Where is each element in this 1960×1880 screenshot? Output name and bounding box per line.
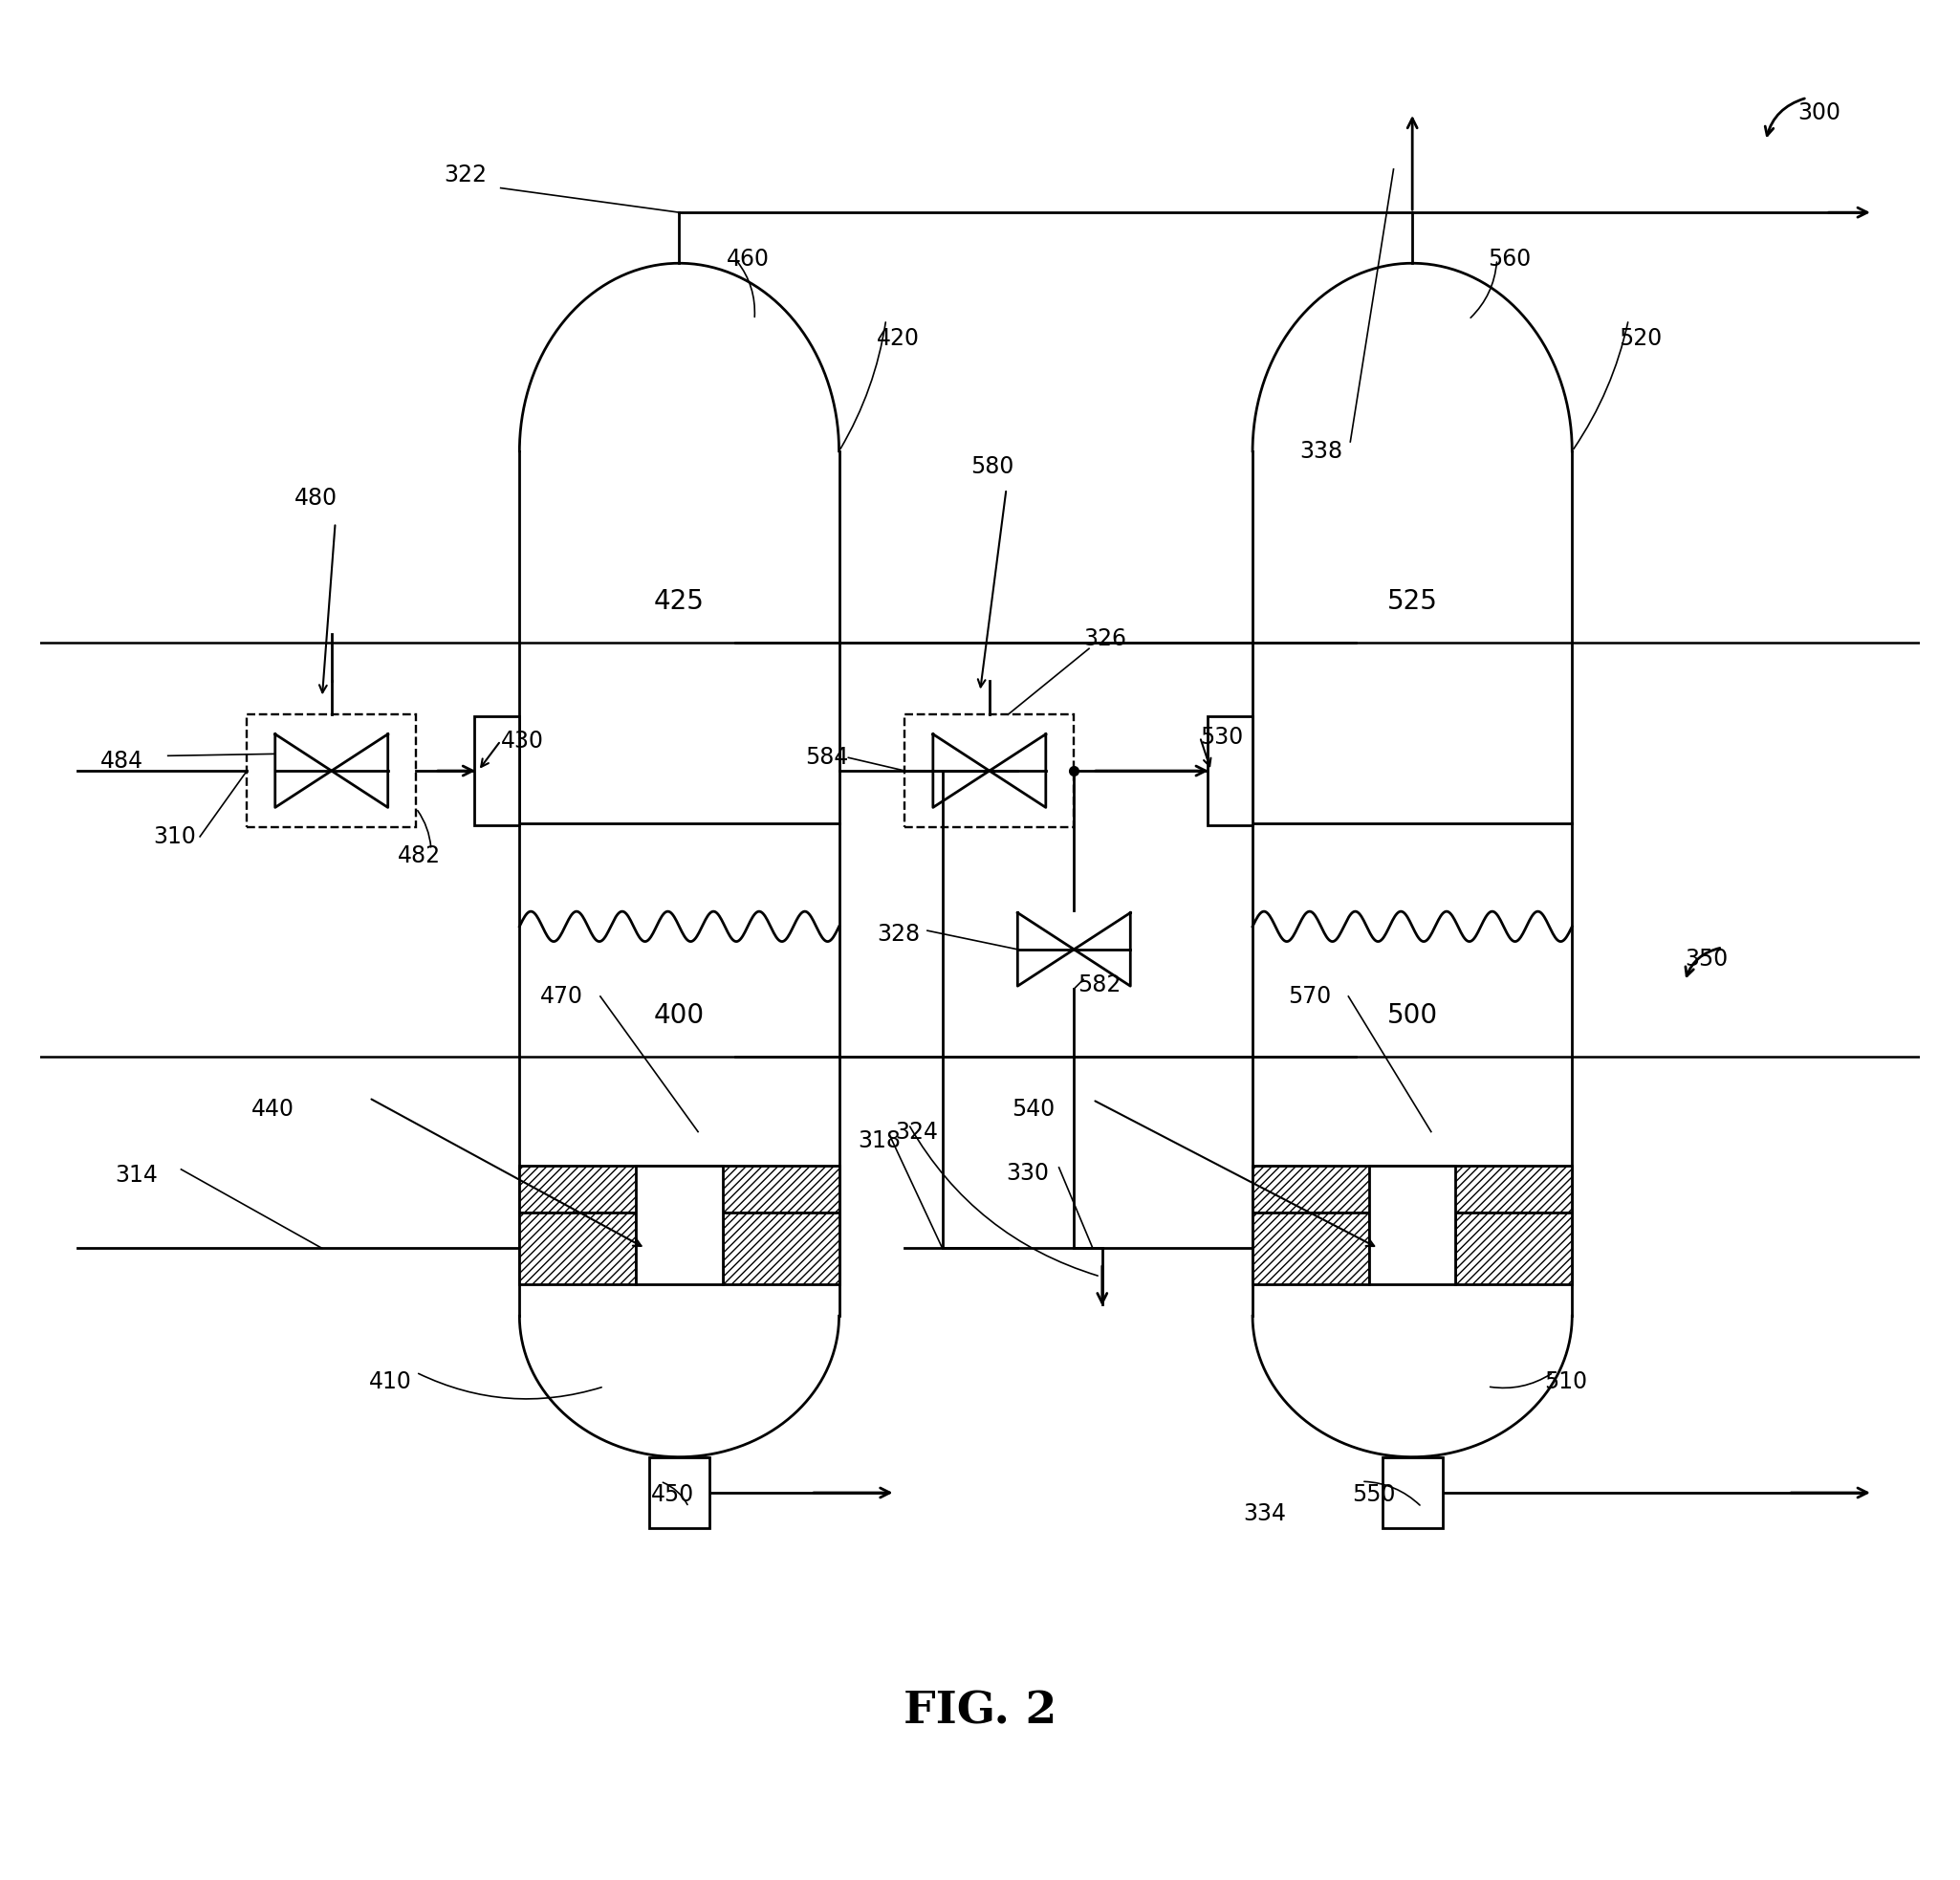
- Bar: [1370, 1166, 1456, 1284]
- Text: 425: 425: [655, 588, 704, 615]
- Text: 300: 300: [1797, 102, 1840, 124]
- Bar: [635, 1166, 723, 1284]
- Text: 334: 334: [1243, 1502, 1286, 1525]
- Text: 480: 480: [294, 487, 337, 509]
- Text: 550: 550: [1352, 1483, 1396, 1506]
- Bar: [1207, 716, 1252, 825]
- Text: 460: 460: [727, 248, 768, 271]
- Text: 330: 330: [1005, 1162, 1049, 1184]
- Text: 584: 584: [806, 746, 849, 769]
- Bar: [519, 1213, 635, 1284]
- Text: 560: 560: [1488, 248, 1531, 271]
- Text: 328: 328: [876, 923, 919, 946]
- Text: 510: 510: [1544, 1371, 1588, 1393]
- Text: 318: 318: [858, 1130, 902, 1152]
- Text: 470: 470: [541, 985, 584, 1008]
- Bar: [474, 716, 519, 825]
- Text: 530: 530: [1200, 726, 1243, 748]
- Bar: [1456, 1213, 1572, 1284]
- Bar: [1252, 1166, 1572, 1213]
- Text: 484: 484: [100, 750, 143, 773]
- Text: 580: 580: [970, 455, 1013, 478]
- Bar: [649, 1457, 710, 1528]
- Text: 324: 324: [896, 1120, 939, 1143]
- Text: 326: 326: [1084, 628, 1127, 650]
- Bar: [519, 1166, 839, 1213]
- Text: 500: 500: [1388, 1002, 1439, 1028]
- Text: 540: 540: [1011, 1098, 1054, 1120]
- Bar: [247, 714, 416, 827]
- Text: 350: 350: [1686, 948, 1729, 970]
- Text: 525: 525: [1388, 588, 1437, 615]
- Text: 482: 482: [398, 844, 441, 867]
- Text: 520: 520: [1619, 327, 1662, 350]
- Text: 450: 450: [651, 1483, 694, 1506]
- Text: FIG. 2: FIG. 2: [904, 1688, 1056, 1733]
- Bar: [906, 714, 1074, 827]
- Text: 430: 430: [500, 729, 543, 752]
- Text: 314: 314: [116, 1164, 159, 1186]
- Text: 410: 410: [368, 1371, 412, 1393]
- Text: 582: 582: [1078, 974, 1121, 996]
- Bar: [1382, 1457, 1443, 1528]
- Text: 310: 310: [153, 825, 196, 848]
- Text: 338: 338: [1299, 440, 1343, 462]
- Text: 400: 400: [655, 1002, 706, 1028]
- Text: 440: 440: [251, 1098, 294, 1120]
- Bar: [723, 1213, 839, 1284]
- Text: 570: 570: [1288, 985, 1331, 1008]
- Text: 322: 322: [445, 164, 488, 186]
- Bar: [1252, 1213, 1370, 1284]
- Text: 420: 420: [876, 327, 919, 350]
